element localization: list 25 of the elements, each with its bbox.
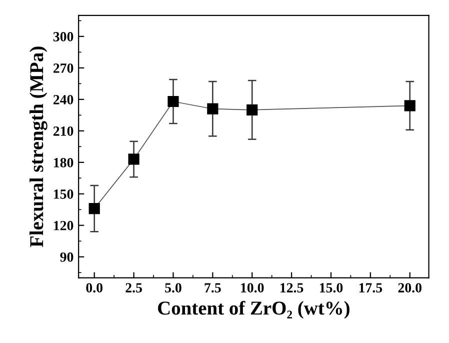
point	[168, 96, 179, 108]
x-tick-label: 0.0	[86, 283, 102, 293]
x-tick-label: 5.0	[165, 283, 182, 293]
x-axis-title: Content of ZrO₂ (wt%)	[158, 300, 350, 319]
y-tick-label: 150	[54, 189, 74, 199]
point	[404, 100, 416, 112]
y-tick-label: 240	[53, 94, 74, 104]
y-tick-label: 270	[53, 63, 74, 73]
x-tick-label: 7.5	[204, 283, 221, 293]
y-tick-label: 210	[53, 126, 74, 136]
y-tick-label: 90	[60, 252, 74, 262]
point	[128, 154, 140, 165]
x-tick-label: 17.5	[359, 283, 382, 293]
x-tick-label: 10.0	[241, 283, 264, 293]
x-tick-label: 20.0	[398, 283, 422, 293]
point	[246, 104, 258, 116]
point	[207, 103, 218, 114]
y-tick-label: 180	[54, 158, 74, 168]
y-axis-title: Flexural strength (MPa)	[30, 46, 48, 248]
x-tick-label: 2.5	[126, 283, 142, 293]
y-tick-label: 300	[53, 32, 74, 42]
x-tick-label: 15.0	[320, 283, 343, 293]
y-tick-label: 120	[54, 220, 74, 230]
point	[88, 203, 100, 214]
x-tick-label: 12.5	[280, 283, 304, 293]
